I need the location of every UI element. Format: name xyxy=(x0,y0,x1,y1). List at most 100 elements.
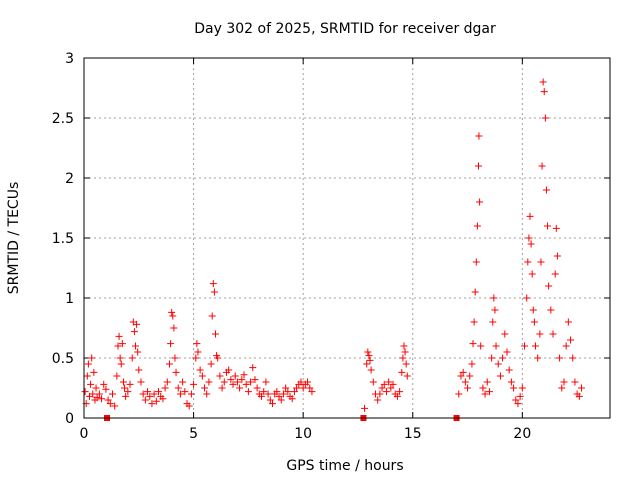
data-point-plus xyxy=(525,234,533,242)
data-point-plus xyxy=(461,378,469,386)
data-point-plus xyxy=(262,378,270,386)
data-point-plus xyxy=(547,306,555,314)
data-point-plus xyxy=(510,384,518,392)
data-point-plus xyxy=(528,270,536,278)
data-point-plus xyxy=(146,392,154,400)
data-point-plus xyxy=(476,198,484,206)
data-point-plus xyxy=(491,306,499,314)
data-point-plus xyxy=(207,360,215,368)
data-point-plus xyxy=(98,395,106,403)
data-point-plus xyxy=(214,354,222,362)
data-point-plus xyxy=(170,324,178,332)
data-point-plus xyxy=(571,378,579,386)
data-point-plus xyxy=(531,342,539,350)
data-point-plus xyxy=(473,222,481,230)
data-point-plus xyxy=(168,308,176,316)
data-point-plus xyxy=(133,320,141,328)
data-point-plus xyxy=(144,388,152,396)
y-tick-label: 1 xyxy=(65,291,74,307)
data-point-plus xyxy=(218,384,226,392)
data-point-plus xyxy=(134,348,142,356)
data-point-plus xyxy=(172,368,180,376)
y-tick-label: 2 xyxy=(65,171,74,187)
data-point-plus xyxy=(501,330,509,338)
data-point-plus xyxy=(524,258,532,266)
data-point-plus xyxy=(92,384,100,392)
data-point-plus xyxy=(209,280,217,288)
data-point-plus xyxy=(268,400,276,408)
data-point-plus xyxy=(457,372,465,380)
data-point-plus xyxy=(472,258,480,266)
data-point-plus xyxy=(293,384,301,392)
data-point-plus xyxy=(130,328,138,336)
data-point-plus xyxy=(227,376,235,384)
data-point-plus xyxy=(541,114,549,122)
data-point-plus xyxy=(538,162,546,170)
data-point-plus xyxy=(93,394,101,402)
data-point-plus xyxy=(212,330,219,338)
data-point-plus xyxy=(514,400,522,408)
data-point-plus xyxy=(124,388,132,396)
data-point-plus xyxy=(475,162,482,170)
data-point-plus xyxy=(297,378,305,386)
data-point-plus xyxy=(499,354,507,362)
data-point-plus xyxy=(155,388,163,396)
data-point-plus xyxy=(468,360,476,368)
data-point-plus xyxy=(169,312,177,320)
x-tick-label: 20 xyxy=(513,426,531,442)
data-point-plus xyxy=(128,354,136,362)
data-point-plus xyxy=(558,384,566,392)
data-point-plus xyxy=(505,366,513,374)
data-point-plus xyxy=(459,368,467,376)
data-point-plus xyxy=(253,384,261,392)
x-axis-label: GPS time / hours xyxy=(286,458,403,474)
data-point-plus xyxy=(518,384,526,392)
data-point-plus xyxy=(466,372,474,380)
data-point-plus xyxy=(367,366,375,374)
data-point-plus xyxy=(275,392,283,400)
y-tick-label: 2.5 xyxy=(52,111,74,127)
data-point-plus xyxy=(527,240,535,248)
data-point-plus xyxy=(111,402,119,410)
data-point-plus xyxy=(376,390,384,398)
data-point-plus xyxy=(387,384,395,392)
data-point-plus xyxy=(569,354,577,362)
data-point-plus xyxy=(167,340,175,348)
data-point-plus xyxy=(523,294,531,302)
data-point-plus xyxy=(512,396,520,404)
data-point-plus xyxy=(542,186,550,194)
data-point-plus xyxy=(544,222,552,230)
data-point-plus xyxy=(108,390,116,398)
data-point-plus xyxy=(88,354,96,362)
data-point-plus xyxy=(365,352,373,360)
data-point-plus xyxy=(485,388,493,396)
data-point-plus xyxy=(210,288,218,296)
x-tick-label: 5 xyxy=(189,426,198,442)
data-point-plus xyxy=(247,378,255,386)
chart-title: Day 302 of 2025, SRMTID for receiver dga… xyxy=(194,21,496,37)
data-point-plus xyxy=(489,318,497,326)
data-point-plus xyxy=(503,348,511,356)
data-point-plus xyxy=(400,342,408,350)
data-point-plus xyxy=(113,372,121,380)
data-point-plus xyxy=(545,282,553,290)
data-point-plus xyxy=(578,384,586,392)
data-point-plus xyxy=(141,396,149,404)
data-point-plus xyxy=(477,342,485,350)
data-point-plus xyxy=(378,384,386,392)
data-point-plus xyxy=(152,397,160,405)
data-point-plus xyxy=(304,378,312,386)
data-point-plus xyxy=(401,348,409,356)
data-point-plus xyxy=(403,372,411,380)
data-point-plus xyxy=(90,368,98,376)
data-point-plus xyxy=(119,378,127,386)
y-axis-label: SRMTID / TECUs xyxy=(6,182,22,295)
data-point-plus xyxy=(385,378,393,386)
data-point-plus xyxy=(242,380,250,388)
data-point-plus xyxy=(83,372,91,380)
data-point-plus xyxy=(264,390,272,398)
data-point-plus xyxy=(150,390,158,398)
data-point-plus xyxy=(137,378,145,386)
data-point-plus xyxy=(389,380,397,388)
